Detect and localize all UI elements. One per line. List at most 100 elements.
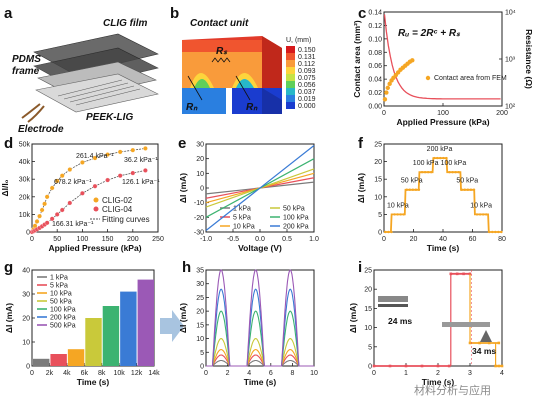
- response-time-point: [478, 341, 481, 345]
- y-tick-label: 40k: [19, 159, 31, 166]
- panel-label-d: d: [4, 135, 13, 152]
- data-point: [67, 200, 73, 206]
- x-tick-label: 8: [290, 370, 294, 377]
- y-tick-label: 20: [196, 309, 204, 316]
- data-point: [37, 213, 42, 219]
- legend-label: 5 kPa: [50, 283, 68, 290]
- x-tick-label: 60: [469, 236, 477, 243]
- step-response-point: [442, 156, 445, 160]
- fem-colorbar: 0.1500.1310.1120.0930.0750.0560.0370.019…: [286, 46, 316, 110]
- contact-area-point: [384, 90, 389, 95]
- response-time-point: [468, 341, 472, 345]
- step-response-point: [488, 230, 491, 234]
- y-tick-label: 15: [374, 177, 382, 184]
- y-tick-label: 0.00: [368, 104, 382, 111]
- x-tick-label: 2: [436, 370, 440, 377]
- y-tick-label: 0: [26, 230, 30, 237]
- y-tick-label: 35: [196, 268, 204, 275]
- x-tick-label: 0.0: [255, 236, 265, 243]
- sensitivity-annotation: 126.1 kPa⁻¹: [122, 179, 160, 186]
- y-tick-label: 20k: [19, 194, 31, 201]
- data-point: [67, 167, 73, 172]
- panel-i: i 0 1 2 3 4 0 5 10 15 20 25 Time (s) ΔI (mA) 24 ms 34 …: [348, 259, 504, 387]
- data-point: [130, 147, 136, 153]
- y-tick-label: 50k: [19, 142, 31, 149]
- step-response-point: [426, 170, 430, 174]
- step-response-point: [439, 156, 442, 160]
- inset-plate-2: [442, 322, 490, 327]
- response-time-point: [404, 364, 408, 368]
- panel-label-e: e: [178, 135, 186, 152]
- step-label: 100 kPa: [413, 160, 439, 167]
- data-point: [44, 194, 50, 200]
- panel-b-title: Contact unit: [190, 18, 249, 29]
- step-response-point: [393, 213, 396, 216]
- bar: [137, 279, 154, 366]
- x-tick-label: 0: [382, 236, 386, 243]
- step-response-point: [384, 230, 387, 234]
- panel-label-i: i: [358, 259, 362, 276]
- data-point: [117, 173, 123, 179]
- response-time-point: [420, 364, 424, 368]
- panel-d: d 0 50 100 150 200 250 0 10k 20k 30k 40k 50k Applied…: [0, 135, 164, 253]
- contact-area-point: [410, 58, 415, 63]
- colorbar-swatch: [286, 53, 295, 60]
- x-tick-label: 100: [77, 236, 89, 243]
- colorbar-value: 0.037: [298, 89, 316, 96]
- colorbar-value: 0.000: [298, 103, 316, 110]
- data-point: [143, 168, 148, 173]
- step-label: 10 kPa: [387, 202, 409, 209]
- x-tick-label: 1: [404, 370, 408, 377]
- legend-label: 200 kPa: [50, 315, 76, 322]
- response-time-point: [388, 364, 392, 368]
- label-rs: Rₛ: [216, 46, 228, 57]
- response-time-point: [447, 364, 451, 368]
- step-response-point: [497, 230, 500, 234]
- y-tick-label: 25: [364, 268, 372, 275]
- step-label: 50 kPa: [456, 178, 478, 185]
- colorbar-value: 0.093: [298, 68, 316, 75]
- legend-label: 5 kPa: [233, 215, 251, 222]
- plot-frame: [31, 143, 159, 233]
- chart-f: 0 20 40 60 80 0 5 10 15 20 25 Time (s) ΔI (mA) 10 kPa…: [356, 142, 506, 254]
- colorbar-swatch: [286, 102, 295, 109]
- x-axis-label: Applied Pressure (kPa): [396, 117, 489, 127]
- x-tick-label: 6k: [81, 370, 89, 377]
- legend-label: CLIG-02: [102, 196, 133, 205]
- bar: [85, 318, 102, 366]
- label-pdms-1: PDMS: [12, 54, 41, 65]
- y-tick-label: 5: [368, 344, 372, 351]
- step-response-point: [484, 213, 488, 216]
- colorbar-value: 0.150: [298, 47, 316, 54]
- legend-label: 50 kPa: [283, 206, 305, 213]
- x-tick-label: 2k: [46, 370, 54, 377]
- x-tick-label: 50: [53, 236, 61, 243]
- response-time-point: [372, 364, 376, 368]
- x-tick-label: 200: [496, 110, 508, 117]
- x-tick-label: 0: [30, 370, 34, 377]
- bar: [102, 306, 120, 366]
- colorbar-swatch: [286, 74, 295, 81]
- y-axis-label: ΔI (mA): [356, 173, 366, 203]
- step-response-point: [408, 188, 412, 191]
- data-point: [143, 146, 148, 151]
- electrode-pattern: [57, 79, 141, 106]
- y-tick-label: 0.04: [368, 77, 382, 84]
- y-tick-label: 25: [196, 295, 204, 302]
- x-tick-label: 12k: [131, 370, 143, 377]
- y-tick-label: -10: [194, 200, 204, 207]
- legend-title-u: U, (mm): [286, 37, 311, 44]
- cyclic-response-line: [206, 348, 314, 367]
- electrode-layer: [35, 73, 159, 113]
- label-electrode: Electrode: [18, 124, 64, 135]
- step-response-line: [384, 157, 502, 233]
- colorbar-swatch: [286, 88, 295, 95]
- iv-line: [205, 144, 315, 232]
- step-response-point: [469, 188, 473, 191]
- data-point: [92, 183, 98, 189]
- y-tick-label: 30: [196, 281, 204, 288]
- x-axis-label: Time (s): [244, 377, 277, 387]
- contact-area-point: [387, 81, 392, 87]
- data-point: [92, 155, 98, 161]
- legend-marker: [93, 206, 99, 212]
